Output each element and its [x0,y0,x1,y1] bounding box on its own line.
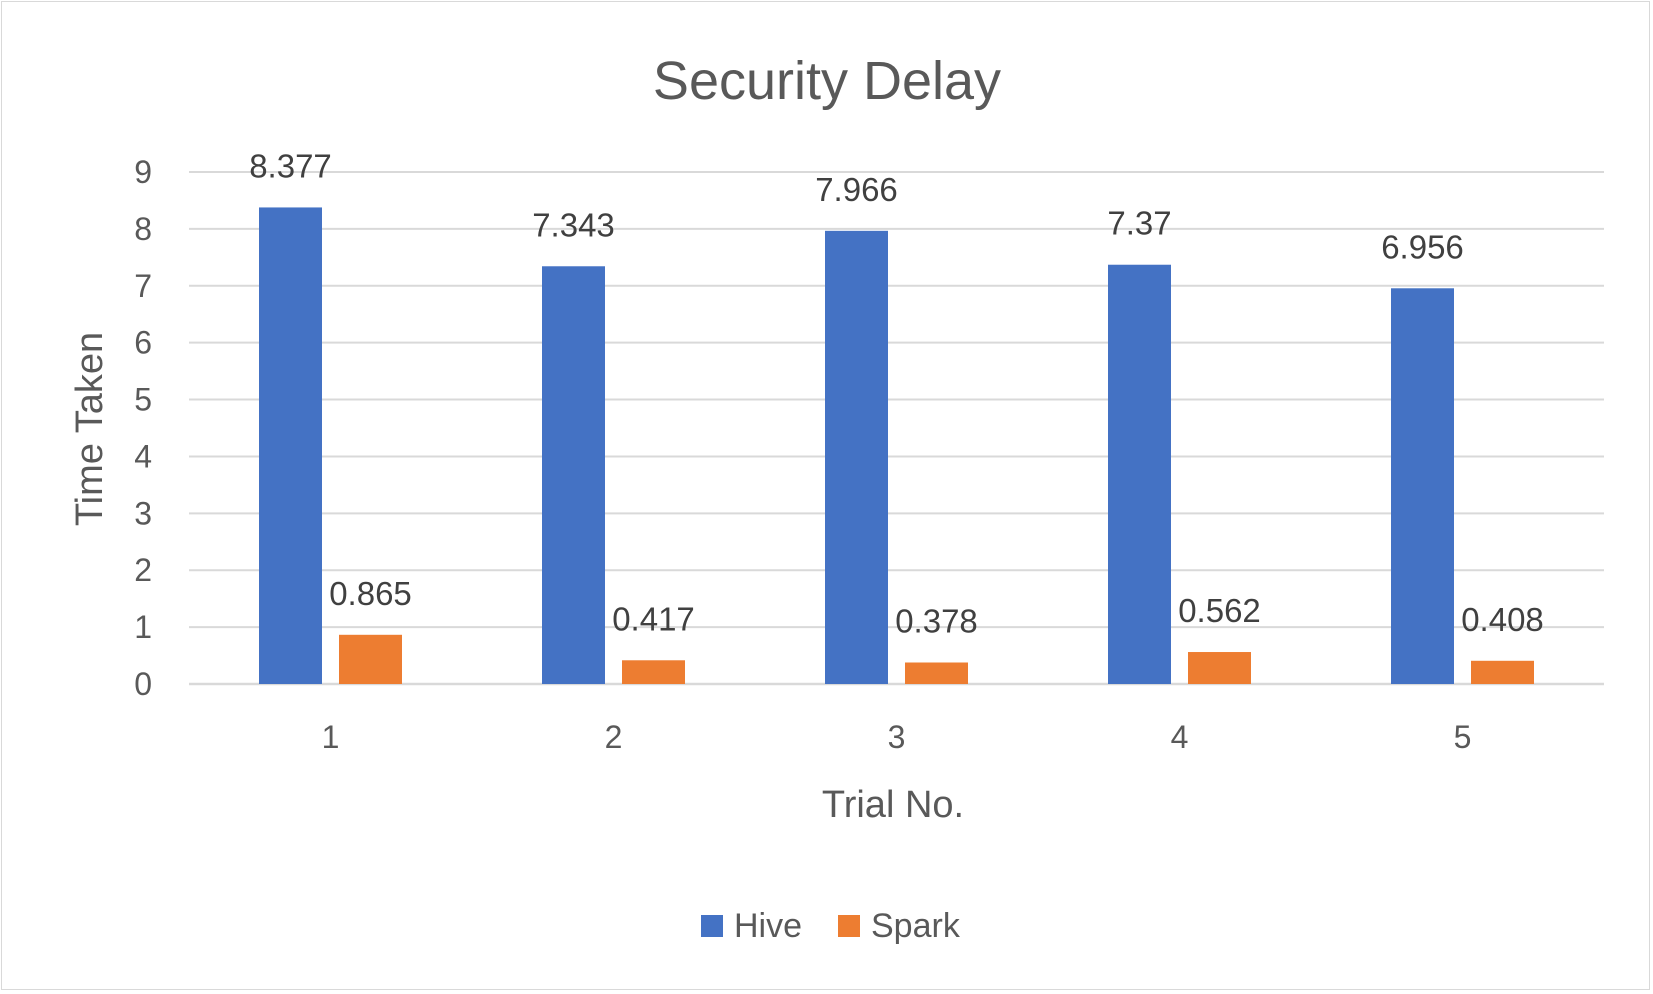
data-label-hive-3: 7.966 [815,171,898,208]
x-tick-label: 1 [322,719,340,755]
y-tick-label: 6 [134,325,152,361]
bars [259,207,1534,684]
y-tick-label: 3 [134,495,152,531]
y-axis-ticks: 0 1 2 3 4 5 6 7 8 9 [134,154,152,702]
bar-spark-3 [905,662,968,684]
data-label-hive-5: 6.956 [1381,228,1464,265]
bar-spark-2 [622,660,685,684]
bar-spark-5 [1471,660,1534,684]
gridlines [189,171,1604,686]
data-label-spark-2: 0.417 [612,600,695,637]
bar-hive-2 [542,266,605,684]
chart-title: Security Delay [653,51,1001,111]
bar-spark-4 [1188,652,1251,684]
legend-swatch-spark [838,915,860,937]
y-axis-title: Time Taken [69,332,111,526]
y-tick-label: 2 [134,552,152,588]
data-labels: 8.377 0.865 7.343 0.417 7.966 0.378 7.37 0.562 6… [249,147,1544,639]
data-label-hive-4: 7.37 [1107,205,1171,242]
x-tick-label: 4 [1171,719,1189,755]
data-label-spark-4: 0.562 [1178,592,1261,629]
y-tick-label: 1 [134,609,152,645]
data-label-spark-5: 0.408 [1461,601,1544,638]
x-tick-label: 5 [1454,719,1472,755]
y-tick-label: 5 [134,382,152,418]
bar-hive-1 [259,207,322,684]
y-tick-label: 7 [134,268,152,304]
x-tick-label: 3 [888,719,906,755]
y-tick-label: 4 [134,438,152,474]
bar-spark-1 [339,634,402,684]
data-label-spark-3: 0.378 [895,602,978,639]
data-label-hive-1: 8.377 [249,147,332,184]
x-axis-title: Trial No. [822,784,964,826]
bar-hive-3 [825,230,888,684]
legend-label-spark: Spark [871,907,961,945]
bar-hive-4 [1108,264,1171,684]
data-label-spark-1: 0.865 [329,575,412,612]
legend: Hive Spark [701,907,961,945]
bar-hive-5 [1391,288,1454,684]
x-axis-ticks: 1 2 3 4 5 [322,719,1472,755]
legend-swatch-hive [701,915,723,937]
y-tick-label: 0 [134,666,152,702]
y-tick-label: 9 [134,154,152,190]
data-label-hive-2: 7.343 [532,206,615,243]
y-tick-label: 8 [134,211,152,247]
legend-label-hive: Hive [734,907,802,945]
x-tick-label: 2 [605,719,623,755]
